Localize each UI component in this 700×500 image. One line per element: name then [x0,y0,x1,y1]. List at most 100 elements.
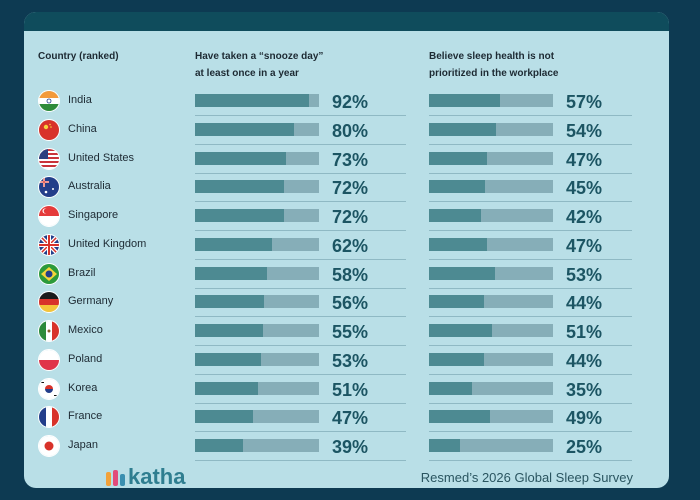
row-divider [429,460,632,461]
country-label: China [68,122,97,135]
sleep-bar [429,266,495,280]
chart-card: Country (ranked) Have taken a “snooze da… [24,12,669,488]
sleep-value-label: 44% [566,350,603,371]
row-divider [195,258,406,260]
sleep-value-label: 25% [566,437,603,457]
sleep-bar-track [429,266,553,280]
snooze-value-label: 73% [332,149,369,170]
snooze-value-label: 47% [332,408,369,429]
row-divider [429,230,632,231]
brazil-flag-icon [38,262,60,285]
country-label: India [68,94,92,106]
snooze-value-label: 62% [332,235,369,256]
country-label: Mexico [68,324,103,336]
row-divider [429,201,632,203]
sleep-bar-track [429,324,553,337]
sleep-bar [429,381,473,395]
snooze-bar [195,122,295,136]
snooze-bar-track [195,122,319,136]
snooze-bar-track [195,237,319,251]
sleep-bar-track [429,381,553,395]
card-top-band [24,12,669,31]
snooze-bar [195,295,265,309]
row-divider [195,345,406,346]
sleep-bar [429,324,493,337]
snooze-bar-track [195,352,319,366]
sleep-value-label: 57% [566,92,603,112]
snooze-bar-track [195,266,319,280]
sleep-bar [429,122,496,136]
country-label: United Kingdom [68,237,147,250]
snooze-bar [195,209,285,222]
sleep-bar-track [429,151,553,165]
sleep-bar [429,209,482,222]
sleep-bar [429,151,488,165]
sleep-value-label: 51% [566,322,603,342]
snooze-bar-track [195,439,319,452]
snooze-bar [195,381,259,395]
row-divider [429,143,632,145]
source-note: Resmed’s 2026 Global Sleep Survey [420,470,633,485]
row-divider [195,460,406,461]
snooze-value-label: 72% [332,207,369,227]
row-divider [195,230,406,231]
snooze-value-label: 56% [332,293,369,314]
united-kingdom-flag-icon [38,233,60,256]
sleep-header-line1: Believe sleep health is not [429,51,555,62]
snooze-bar-track [195,180,319,194]
sleep-header: Believe sleep health is not prioritized … [429,48,558,82]
sleep-value-label: 42% [566,207,603,227]
row-divider [195,316,406,318]
row-divider [195,402,406,404]
sleep-bar [429,94,500,107]
row-divider [429,115,632,116]
sleep-bar-track [429,352,553,366]
snooze-bar [195,237,272,251]
sleep-value-label: 47% [566,235,603,256]
snooze-bar [195,266,267,280]
snooze-bar-track [195,94,319,107]
singapore-flag-icon [38,205,60,227]
sleep-value-label: 45% [566,178,603,199]
row-divider [195,431,406,433]
snooze-bar [195,151,286,165]
sleep-bar [429,295,484,309]
sleep-bar-track [429,439,553,452]
katha-logo-text: katha [128,464,186,488]
sleep-bar-track [429,295,553,309]
australia-flag-icon [38,176,60,199]
snooze-value-label: 39% [332,437,369,457]
country-label: Singapore [68,209,119,221]
snooze-value-label: 58% [332,264,369,285]
snooze-header-line1: Have taken a “snooze day” [195,51,324,62]
row-divider [429,402,632,404]
row-divider [429,431,632,433]
row-divider [195,115,406,116]
snooze-bar-track [195,410,319,424]
snooze-value-label: 53% [332,350,369,371]
row-divider [429,287,632,289]
snooze-bar [195,352,261,366]
sleep-value-label: 47% [566,149,603,170]
snooze-bar [195,94,310,107]
country-label: Japan [68,439,98,451]
snooze-bar [195,410,254,424]
snooze-header: Have taken a “snooze day” at least once … [195,48,323,82]
united-states-flag-icon [38,147,60,170]
country-label: Korea [68,381,98,394]
country-label: Poland [68,352,103,365]
sleep-bar-track [429,237,553,251]
china-flag-icon [38,118,60,141]
country-label: France [68,410,103,423]
row-divider [429,172,632,174]
row-divider [429,258,632,260]
germany-flag-icon [38,291,60,314]
sleep-bar [429,439,460,452]
snooze-value-label: 51% [332,379,369,400]
snooze-value-label: 92% [332,92,369,112]
sleep-bar-track [429,209,553,222]
snooze-header-line2: at least once in a year [195,68,299,79]
snooze-bar-track [195,381,319,395]
snooze-value-label: 80% [332,120,369,141]
snooze-bar-track [195,295,319,309]
